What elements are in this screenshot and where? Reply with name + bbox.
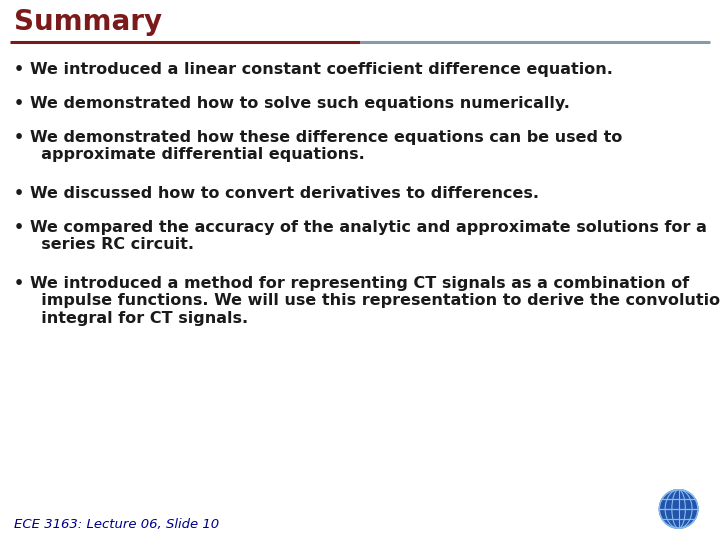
Text: We demonstrated how these difference equations can be used to
  approximate diff: We demonstrated how these difference equ… — [30, 130, 622, 163]
Text: We compared the accuracy of the analytic and approximate solutions for a
  serie: We compared the accuracy of the analytic… — [30, 220, 707, 252]
Text: •: • — [14, 220, 24, 235]
Circle shape — [660, 490, 698, 528]
Text: •: • — [14, 276, 24, 291]
Text: •: • — [14, 62, 24, 77]
Text: We demonstrated how to solve such equations numerically.: We demonstrated how to solve such equati… — [30, 96, 570, 111]
Text: ECE 3163: Lecture 06, Slide 10: ECE 3163: Lecture 06, Slide 10 — [14, 518, 219, 531]
Text: We introduced a method for representing CT signals as a combination of
  impulse: We introduced a method for representing … — [30, 276, 720, 326]
Text: •: • — [14, 96, 24, 111]
Text: •: • — [14, 130, 24, 145]
Text: We introduced a linear constant coefficient difference equation.: We introduced a linear constant coeffici… — [30, 62, 613, 77]
Text: •: • — [14, 186, 24, 201]
Text: Summary: Summary — [14, 8, 162, 36]
Text: We discussed how to convert derivatives to differences.: We discussed how to convert derivatives … — [30, 186, 539, 201]
